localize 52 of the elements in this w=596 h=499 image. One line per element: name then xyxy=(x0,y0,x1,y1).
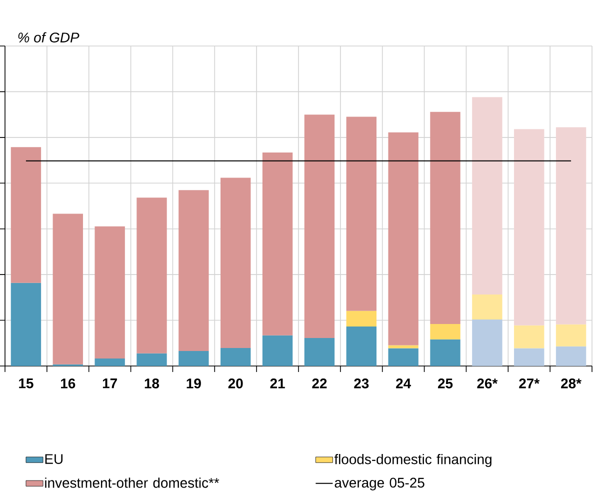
x-tick-label: 27* xyxy=(519,378,540,388)
bar xyxy=(178,350,209,366)
bar xyxy=(262,335,293,366)
x-tick-label: 21 xyxy=(270,378,285,388)
bar xyxy=(52,214,83,364)
bar xyxy=(514,348,544,366)
bar xyxy=(220,348,251,366)
x-tick-label: 23 xyxy=(354,378,369,388)
bar xyxy=(136,353,167,366)
bar xyxy=(262,152,293,336)
bar xyxy=(556,324,586,346)
bar xyxy=(94,358,125,366)
bar xyxy=(514,325,544,348)
bar xyxy=(556,346,586,366)
x-tick-label: 19 xyxy=(186,378,201,388)
bar xyxy=(136,198,167,354)
legend-label: average 05-25 xyxy=(334,478,424,490)
bar xyxy=(388,348,418,366)
bar xyxy=(430,339,460,366)
bar xyxy=(346,116,376,311)
bar xyxy=(556,127,586,324)
bar xyxy=(388,132,418,346)
legend-label: floods-domestic financing xyxy=(334,454,492,467)
x-tick-label: 28* xyxy=(561,378,582,388)
x-tick-label: 15 xyxy=(19,378,34,388)
bar xyxy=(346,310,376,326)
bar xyxy=(430,324,460,340)
bar xyxy=(304,114,335,338)
x-tick-label: 24 xyxy=(396,378,412,388)
bar xyxy=(178,190,209,351)
bar xyxy=(472,319,502,366)
bar xyxy=(10,282,42,366)
bar xyxy=(472,97,502,294)
bar xyxy=(10,147,42,283)
bar xyxy=(346,326,376,366)
x-tick-label: 16 xyxy=(61,378,76,388)
x-tick-label: 17 xyxy=(102,378,117,388)
bar xyxy=(388,345,418,348)
x-tick-label: 20 xyxy=(228,378,243,388)
legend-label: EU xyxy=(45,454,63,464)
bar xyxy=(94,226,125,358)
x-tick-label: 18 xyxy=(144,378,160,388)
x-tick-label: 22 xyxy=(312,378,327,388)
x-tick-label: 25 xyxy=(438,378,453,388)
bar xyxy=(304,338,335,366)
bar xyxy=(514,129,544,326)
legend-label: investment-other domestic** xyxy=(45,478,220,488)
bar xyxy=(472,294,502,320)
bar xyxy=(220,178,251,348)
bar xyxy=(430,112,460,324)
y-axis-title: % of GDP xyxy=(18,32,80,42)
x-tick-label: 26* xyxy=(477,378,498,388)
